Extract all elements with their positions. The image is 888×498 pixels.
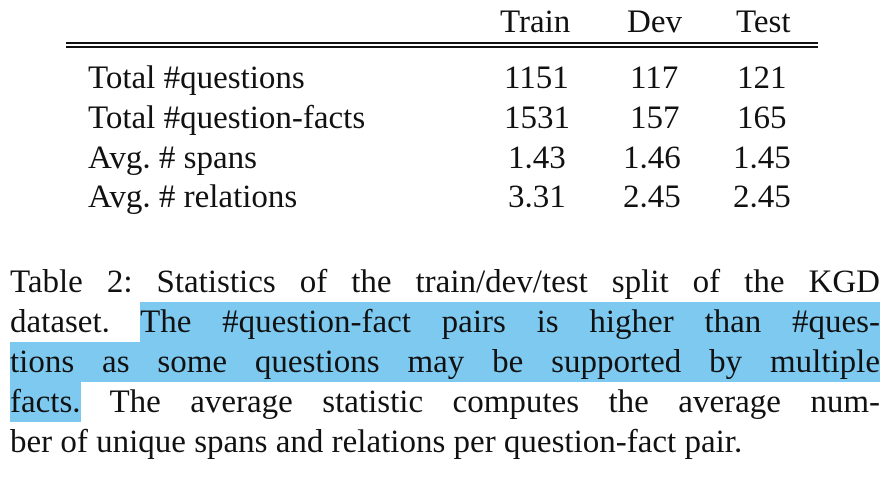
header-dev: Dev: [627, 4, 682, 40]
cell-total-questions-train: 1151: [504, 60, 569, 96]
highlighted-text: tions as some questions may be supported…: [10, 342, 880, 382]
table-caption: Table 2: Statistics of the train/dev/tes…: [10, 262, 881, 462]
cell-total-question-facts-dev: 157: [630, 100, 680, 136]
caption-line-4: facts. The average statistic computes th…: [10, 382, 880, 422]
cell-total-question-facts-test: 165: [737, 100, 787, 136]
statistics-table: Train Dev Test Total #questions 1151 117…: [0, 0, 888, 230]
cell-avg-relations-test: 2.45: [733, 179, 791, 215]
caption-text: dataset.: [10, 304, 110, 340]
highlighted-text: facts.: [10, 382, 81, 422]
row-label-total-questions: Total #questions: [88, 60, 305, 96]
cell-total-question-facts-train: 1531: [504, 100, 570, 136]
row-label-total-question-facts: Total #question-facts: [88, 100, 366, 136]
table-top-rule: [66, 42, 818, 44]
cell-avg-relations-train: 3.31: [508, 179, 566, 215]
caption-line-3: tions as some questions may be supported…: [10, 342, 880, 382]
caption-line-1: Table 2: Statistics of the train/dev/tes…: [10, 264, 880, 300]
cell-avg-spans-train: 1.43: [508, 140, 566, 176]
table-header-rule: [66, 46, 818, 48]
row-label-avg-relations: Avg. # relations: [88, 179, 298, 215]
cell-total-questions-test: 121: [737, 60, 787, 96]
cell-total-questions-dev: 117: [630, 60, 679, 96]
header-test: Test: [736, 4, 791, 40]
cell-avg-spans-test: 1.45: [733, 140, 791, 176]
caption-text: The average statistic computes the avera…: [109, 384, 881, 420]
cell-avg-relations-dev: 2.45: [623, 179, 681, 215]
caption-line-5: ber of unique spans and relations per qu…: [10, 424, 743, 460]
header-train: Train: [500, 4, 571, 40]
cell-avg-spans-dev: 1.46: [623, 140, 681, 176]
caption-line-2: dataset. The #question-fact pairs is hig…: [10, 302, 881, 342]
row-label-avg-spans: Avg. # spans: [88, 140, 257, 176]
highlighted-text: The #question-fact pairs is higher than …: [140, 302, 881, 342]
